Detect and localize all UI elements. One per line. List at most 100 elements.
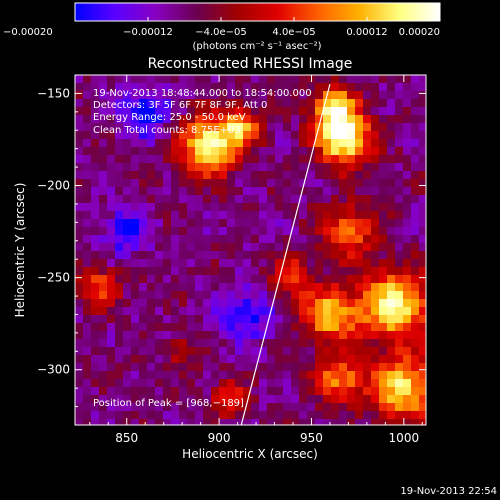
heatmap-cell bbox=[371, 91, 380, 100]
heatmap-cell bbox=[91, 219, 100, 228]
heatmap-cell bbox=[275, 323, 284, 332]
heatmap-cell bbox=[227, 211, 236, 220]
heatmap-cell bbox=[107, 347, 116, 356]
heatmap-cell bbox=[323, 131, 332, 140]
heatmap-cell bbox=[251, 235, 260, 244]
heatmap-cell bbox=[283, 419, 292, 425]
heatmap-cell bbox=[379, 355, 388, 364]
heatmap-cell bbox=[83, 203, 92, 212]
heatmap-cell bbox=[331, 107, 340, 116]
heatmap-cell bbox=[371, 275, 380, 284]
heatmap-cell bbox=[91, 131, 100, 140]
heatmap-cell bbox=[323, 339, 332, 348]
heatmap-cell bbox=[323, 235, 332, 244]
heatmap-cell bbox=[123, 155, 132, 164]
heatmap-cell bbox=[243, 275, 252, 284]
heatmap-cell bbox=[75, 331, 84, 340]
heatmap-cell bbox=[123, 323, 132, 332]
heatmap-cell bbox=[259, 299, 268, 308]
heatmap-cell bbox=[251, 267, 260, 276]
heatmap-cell bbox=[379, 283, 388, 292]
heatmap-cell bbox=[139, 363, 148, 372]
heatmap-cell bbox=[339, 267, 348, 276]
heatmap-cell bbox=[131, 139, 140, 148]
heatmap-cell bbox=[275, 395, 284, 404]
heatmap-cell bbox=[315, 91, 324, 100]
heatmap-cell bbox=[107, 323, 116, 332]
heatmap-cell bbox=[387, 283, 396, 292]
heatmap-cell bbox=[203, 323, 212, 332]
heatmap-cell bbox=[363, 291, 372, 300]
heatmap-cell bbox=[131, 243, 140, 252]
heatmap-cell bbox=[291, 347, 300, 356]
heatmap-cell bbox=[195, 419, 204, 425]
heatmap-cell bbox=[379, 147, 388, 156]
heatmap-cell bbox=[403, 315, 412, 324]
heatmap-cell bbox=[315, 251, 324, 260]
heatmap-cell bbox=[227, 123, 236, 132]
heatmap-cell bbox=[99, 267, 108, 276]
heatmap-cell bbox=[275, 235, 284, 244]
heatmap-cell bbox=[75, 307, 84, 316]
heatmap-cell bbox=[395, 395, 404, 404]
heatmap-cell bbox=[171, 419, 180, 425]
heatmap-cell bbox=[403, 115, 412, 124]
heatmap-cell bbox=[419, 171, 426, 180]
heatmap-cell bbox=[299, 411, 308, 420]
heatmap-cell bbox=[83, 187, 92, 196]
heatmap-cell bbox=[195, 411, 204, 420]
heatmap-cell bbox=[219, 403, 228, 412]
heatmap-cell bbox=[315, 275, 324, 284]
heatmap-cell bbox=[235, 347, 244, 356]
heatmap-cell bbox=[371, 107, 380, 116]
heatmap-cell bbox=[243, 235, 252, 244]
heatmap-cell bbox=[131, 363, 140, 372]
heatmap-cell bbox=[131, 203, 140, 212]
x-tick-label: 1000 bbox=[389, 431, 420, 445]
heatmap-cell bbox=[163, 283, 172, 292]
heatmap-cell bbox=[211, 83, 220, 92]
heatmap-cell bbox=[379, 395, 388, 404]
heatmap-cell bbox=[363, 179, 372, 188]
heatmap-cell bbox=[251, 227, 260, 236]
heatmap-cell bbox=[155, 387, 164, 396]
heatmap-cell bbox=[419, 227, 426, 236]
heatmap-cell bbox=[379, 99, 388, 108]
heatmap-cell bbox=[211, 195, 220, 204]
heatmap-cell bbox=[315, 75, 324, 84]
heatmap-cell bbox=[83, 403, 92, 412]
heatmap-cell bbox=[339, 171, 348, 180]
heatmap-cell bbox=[307, 91, 316, 100]
heatmap-cell bbox=[195, 363, 204, 372]
heatmap-cell bbox=[379, 403, 388, 412]
heatmap-cell bbox=[75, 211, 84, 220]
heatmap-cell bbox=[347, 163, 356, 172]
heatmap-cell bbox=[403, 123, 412, 132]
heatmap-cell bbox=[195, 147, 204, 156]
heatmap-cell bbox=[115, 339, 124, 348]
heatmap-cell bbox=[107, 275, 116, 284]
heatmap-cell bbox=[275, 155, 284, 164]
heatmap-cell bbox=[187, 347, 196, 356]
heatmap-cell bbox=[331, 307, 340, 316]
heatmap-cell bbox=[403, 331, 412, 340]
heatmap-cell bbox=[99, 243, 108, 252]
heatmap-cell bbox=[403, 251, 412, 260]
heatmap-cell bbox=[355, 283, 364, 292]
heatmap-cell bbox=[363, 203, 372, 212]
heatmap-cell bbox=[171, 131, 180, 140]
heatmap-cell bbox=[371, 323, 380, 332]
heatmap-cell bbox=[91, 115, 100, 124]
heatmap-cell bbox=[331, 75, 340, 84]
heatmap-cell bbox=[403, 219, 412, 228]
heatmap-cell bbox=[403, 139, 412, 148]
heatmap-cell bbox=[211, 187, 220, 196]
heatmap-cell bbox=[315, 323, 324, 332]
heatmap-cell bbox=[363, 267, 372, 276]
heatmap-cell bbox=[355, 115, 364, 124]
heatmap-cell bbox=[355, 259, 364, 268]
heatmap-cell bbox=[403, 107, 412, 116]
heatmap-cell bbox=[259, 107, 268, 116]
heatmap-cell bbox=[203, 291, 212, 300]
heatmap-cell bbox=[355, 291, 364, 300]
